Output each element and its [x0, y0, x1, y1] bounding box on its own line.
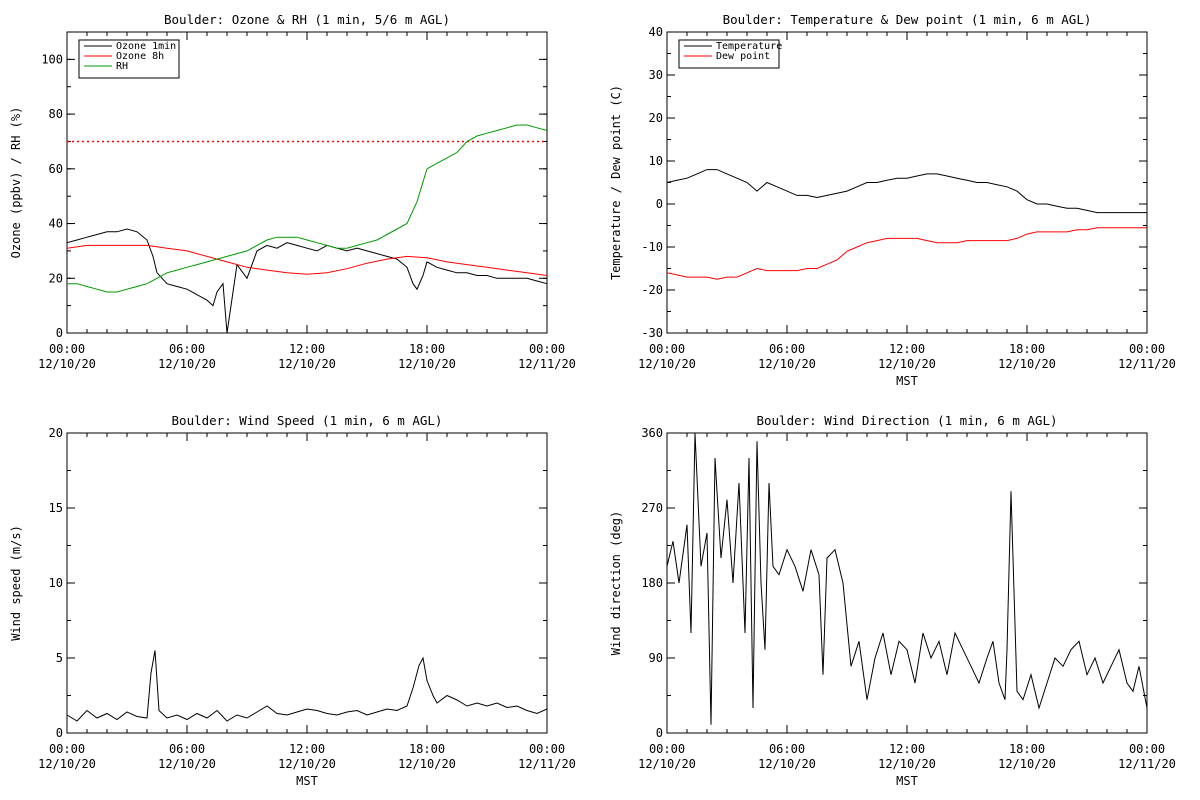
- x-tick-label-time: 12:00: [289, 742, 325, 756]
- x-tick-label-date: 12/10/20: [638, 757, 696, 771]
- x-tick-label-time: 00:00: [49, 342, 85, 356]
- y-tick-label: 80: [49, 107, 63, 121]
- y-tick-label: 40: [49, 217, 63, 231]
- y-tick-label: 20: [649, 111, 663, 125]
- x-tick-label-date: 12/10/20: [158, 357, 216, 371]
- legend-label: Temperature: [716, 41, 782, 52]
- legend-label: Dew point: [716, 51, 770, 62]
- y-axis-label: Wind speed (m/s): [9, 525, 23, 641]
- y-tick-label: 15: [49, 501, 63, 515]
- x-tick-label-date: 12/11/20: [518, 757, 576, 771]
- x-tick-label-time: 06:00: [169, 742, 205, 756]
- y-tick-label: 10: [49, 576, 63, 590]
- x-axis-label: MST: [896, 374, 918, 388]
- x-tick-label-date: 12/10/20: [998, 757, 1056, 771]
- chart-title: Boulder: Temperature & Dew point (1 min,…: [723, 12, 1092, 27]
- series-line-0: [666, 432, 1148, 725]
- y-tick-label: 360: [641, 426, 663, 440]
- x-tick-label-time: 06:00: [169, 342, 205, 356]
- x-tick-label-time: 00:00: [1129, 342, 1165, 356]
- plot-frame: [666, 31, 1148, 334]
- x-axis-label: MST: [896, 774, 918, 788]
- plot-frame: [666, 432, 1148, 734]
- y-tick-label: 20: [49, 426, 63, 440]
- x-tick-label-time: 12:00: [889, 742, 925, 756]
- x-tick-label-date: 12/10/20: [38, 357, 96, 371]
- y-tick-label: 5: [56, 651, 63, 665]
- x-tick-label-time: 18:00: [409, 742, 445, 756]
- x-tick-label-date: 12/10/20: [638, 357, 696, 371]
- y-tick-label: 0: [56, 726, 63, 740]
- x-tick-label-time: 00:00: [649, 742, 685, 756]
- x-tick-label-date: 12/10/20: [878, 357, 936, 371]
- series-line-2: [67, 124, 548, 293]
- y-tick-label: 10: [649, 154, 663, 168]
- y-tick-label: 20: [49, 271, 63, 285]
- y-tick-label: -30: [641, 326, 663, 340]
- y-tick-label: 180: [641, 576, 663, 590]
- y-axis-label: Temperature / Dew point (C): [609, 85, 623, 280]
- chart-panel-2: Boulder: Wind Speed (1 min, 6 m AGL) Wind…: [9, 413, 576, 788]
- x-tick-label-date: 12/10/20: [398, 357, 456, 371]
- x-tick-label-time: 00:00: [529, 342, 565, 356]
- y-tick-label: 90: [649, 651, 663, 665]
- y-tick-label: -20: [641, 283, 663, 297]
- x-tick-label-date: 12/10/20: [278, 757, 336, 771]
- y-axis-label: Wind direction (deg): [609, 511, 623, 656]
- y-tick-label: 100: [41, 52, 63, 66]
- x-tick-label-time: 18:00: [409, 342, 445, 356]
- series-line-0: [666, 169, 1147, 214]
- y-tick-label: 0: [656, 197, 663, 211]
- x-tick-label-time: 00:00: [49, 742, 85, 756]
- chart-panel-0: Boulder: Ozone & RH (1 min, 5/6 m AGL) Oz…: [9, 12, 576, 371]
- x-tick-label-time: 12:00: [889, 342, 925, 356]
- x-tick-label-time: 18:00: [1009, 742, 1045, 756]
- chart-title: Boulder: Ozone & RH (1 min, 5/6 m AGL): [164, 12, 450, 27]
- y-tick-label: 60: [49, 162, 63, 176]
- x-tick-label-time: 00:00: [529, 742, 565, 756]
- series-line-0: [66, 650, 548, 722]
- series-line-0: [66, 228, 548, 334]
- x-tick-label-date: 12/10/20: [398, 757, 456, 771]
- legend-label: RH: [116, 61, 128, 72]
- x-tick-label-date: 12/11/20: [1118, 357, 1176, 371]
- y-tick-label: -10: [641, 240, 663, 254]
- y-tick-label: 40: [649, 25, 663, 39]
- x-tick-label-date: 12/10/20: [278, 357, 336, 371]
- x-tick-label-date: 12/10/20: [158, 757, 216, 771]
- legend-label: Ozone 8h: [116, 51, 164, 62]
- x-tick-label-date: 12/10/20: [758, 757, 816, 771]
- chart-panel-3: Boulder: Wind Direction (1 min, 6 m AGL)…: [609, 413, 1176, 788]
- y-tick-label: 30: [649, 68, 663, 82]
- x-tick-label-time: 18:00: [1009, 342, 1045, 356]
- x-tick-label-date: 12/10/20: [758, 357, 816, 371]
- series-line-1: [66, 244, 548, 276]
- x-tick-label-time: 06:00: [769, 342, 805, 356]
- x-tick-label-date: 12/10/20: [38, 757, 96, 771]
- y-axis-label: Ozone (ppbv) / RH (%): [9, 107, 23, 259]
- x-tick-label-date: 12/11/20: [518, 357, 576, 371]
- legend-label: Ozone 1min: [116, 41, 176, 52]
- chart-title: Boulder: Wind Speed (1 min, 6 m AGL): [172, 413, 443, 428]
- chart-title: Boulder: Wind Direction (1 min, 6 m AGL): [756, 413, 1057, 428]
- x-axis-label: MST: [296, 774, 318, 788]
- x-tick-label-time: 00:00: [649, 342, 685, 356]
- y-tick-label: 270: [641, 501, 663, 515]
- chart-panel-1: Boulder: Temperature & Dew point (1 min,…: [609, 12, 1176, 388]
- x-tick-label-date: 12/10/20: [998, 357, 1056, 371]
- x-tick-label-time: 06:00: [769, 742, 805, 756]
- x-tick-label-date: 12/11/20: [1118, 757, 1176, 771]
- x-tick-label-time: 12:00: [289, 342, 325, 356]
- y-tick-label: 0: [56, 326, 63, 340]
- legend-box: [678, 39, 780, 69]
- plot-frame: [66, 432, 548, 734]
- y-tick-label: 0: [656, 726, 663, 740]
- x-tick-label-time: 00:00: [1129, 742, 1165, 756]
- series-line-1: [666, 227, 1147, 280]
- x-tick-label-date: 12/10/20: [878, 757, 936, 771]
